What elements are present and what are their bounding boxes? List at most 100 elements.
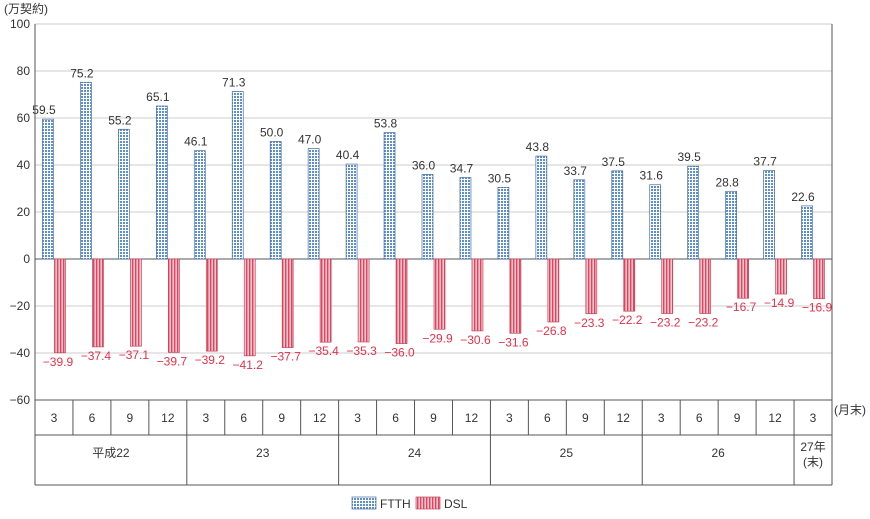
bar-ftth	[155, 105, 168, 260]
y-tick-label: 100	[10, 17, 30, 31]
data-label-ftth: 37.7	[753, 154, 777, 168]
bar-dsl	[585, 258, 598, 315]
data-label-dsl: −39.2	[195, 353, 226, 367]
data-label-dsl: −31.6	[498, 335, 529, 349]
x-tick-label: 6	[696, 411, 703, 425]
x-tick-label: 3	[354, 411, 361, 425]
bar-ftth	[535, 155, 548, 260]
data-label-dsl: −26.8	[536, 324, 567, 338]
x-tick-label: 12	[161, 411, 175, 425]
bar-dsl	[699, 258, 712, 314]
bar-ftth	[383, 132, 396, 260]
y-tick-label: 40	[17, 158, 31, 172]
bar-dsl	[661, 258, 674, 314]
data-label-ftth: 36.0	[412, 158, 436, 172]
month-suffix-label: (月末)	[834, 403, 866, 417]
x-tick-label: 6	[89, 411, 96, 425]
data-label-ftth: 65.1	[146, 90, 170, 104]
bar-dsl	[395, 258, 408, 344]
y-tick-label: −40	[10, 346, 31, 360]
data-label-dsl: −22.2	[612, 313, 643, 327]
bar-dsl	[433, 258, 446, 330]
data-label-ftth: 71.3	[222, 75, 246, 89]
year-label: (末)	[803, 455, 823, 469]
data-label-ftth: 22.6	[791, 190, 815, 204]
data-label-ftth: 53.8	[374, 117, 398, 131]
data-label-ftth: 75.2	[70, 66, 94, 80]
data-label-ftth: 37.5	[602, 155, 626, 169]
bar-dsl	[509, 258, 522, 334]
y-tick-label: 0	[23, 252, 30, 266]
data-label-dsl: −23.2	[650, 316, 681, 330]
y-tick-label: 80	[17, 64, 31, 78]
data-label-dsl: −41.2	[233, 358, 264, 372]
year-label: 23	[256, 446, 270, 460]
data-label-ftth: 39.5	[677, 150, 701, 164]
data-label-dsl: −39.7	[157, 354, 188, 368]
x-tick-label: 9	[582, 411, 589, 425]
bar-ftth	[80, 81, 92, 260]
x-tick-label: 12	[768, 411, 782, 425]
x-tick-label: 6	[240, 411, 247, 425]
legend-swatch-dsl	[415, 496, 441, 510]
data-label-ftth: 59.5	[32, 103, 56, 117]
legend-label-dsl: DSL	[444, 497, 468, 511]
data-label-dsl: −37.7	[271, 350, 302, 364]
x-tick-label: 3	[506, 411, 513, 425]
year-label: 25	[560, 446, 574, 460]
bar-dsl	[92, 258, 104, 348]
bar-dsl	[471, 258, 484, 332]
bar-ftth	[497, 186, 510, 260]
bar-dsl	[281, 258, 294, 348]
bar-ftth	[573, 179, 586, 260]
bar-ftth	[269, 141, 282, 260]
bar-ftth	[611, 170, 624, 260]
y-tick-label: 20	[17, 205, 31, 219]
data-label-ftth: 31.6	[640, 169, 664, 183]
data-label-ftth: 43.8	[526, 140, 550, 154]
data-label-dsl: −29.9	[422, 331, 453, 345]
data-label-dsl: −30.6	[460, 333, 491, 347]
data-label-dsl: −23.2	[688, 316, 719, 330]
unit-label: (万契約)	[4, 1, 48, 16]
x-tick-label: 9	[430, 411, 437, 425]
bar-ftth	[801, 205, 813, 260]
bar-ftth	[42, 118, 54, 260]
year-label: 24	[408, 446, 422, 460]
bar-ftth	[345, 163, 358, 260]
legend-swatch-ftth	[351, 496, 377, 510]
data-label-dsl: −16.9	[802, 301, 833, 315]
x-tick-label: 3	[810, 411, 817, 425]
data-label-dsl: −36.0	[384, 346, 415, 360]
data-label-ftth: 47.0	[298, 133, 322, 147]
bar-ftth	[193, 150, 206, 260]
bar-dsl	[357, 258, 370, 343]
x-tick-label: 12	[313, 411, 327, 425]
bar-dsl	[623, 258, 636, 312]
bar-ftth	[459, 177, 472, 260]
axes: 100 80 60 40 20 0 −20 −40 −60 3 6 9 12 3 6 9 12 3 6 9 12 3 6 9 1…	[10, 17, 833, 486]
data-label-ftth: 30.5	[488, 171, 512, 185]
data-label-dsl: −37.1	[119, 348, 150, 362]
bar-dsl	[205, 258, 218, 352]
legend-label-ftth: FTTH	[380, 497, 411, 511]
bar-ftth	[118, 128, 130, 260]
y-tick-label: −20	[10, 299, 31, 313]
x-tick-label: 9	[278, 411, 285, 425]
x-tick-label: 6	[544, 411, 551, 425]
x-tick-label: 3	[658, 411, 665, 425]
data-label-ftth: 33.7	[564, 164, 588, 178]
data-label-ftth: 46.1	[184, 135, 208, 149]
data-label-dsl: −23.3	[574, 316, 605, 330]
x-tick-label: 9	[127, 411, 134, 425]
data-label-ftth: 34.7	[450, 161, 474, 175]
year-label: 平成22	[92, 446, 130, 460]
data-label-ftth: 55.2	[108, 113, 132, 127]
bar-dsl	[130, 258, 142, 347]
bar-ftth	[421, 174, 434, 260]
bar-dsl	[243, 258, 256, 357]
year-label: 26	[711, 446, 725, 460]
bar-ftth	[763, 170, 775, 260]
data-label-dsl: −16.7	[726, 300, 757, 314]
